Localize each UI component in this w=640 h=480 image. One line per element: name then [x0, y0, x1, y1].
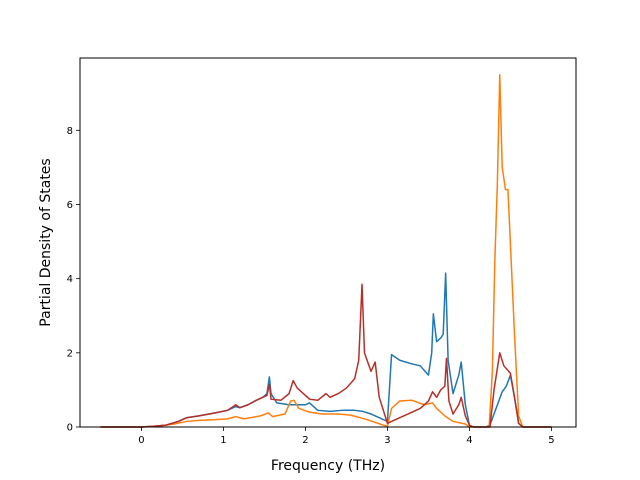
y-axis-ticks: 0 2 4 6 8: [67, 126, 80, 434]
y-tick-label: 4: [67, 274, 73, 285]
x-tick-label: 0: [138, 435, 144, 446]
series-line-3: [100, 283, 552, 428]
x-axis-ticks: 0 1 2 3 4 5: [138, 427, 555, 446]
x-tick-label: 5: [548, 435, 554, 446]
x-tick-label: 4: [466, 435, 472, 446]
x-axis-label: Frequency (THz): [271, 458, 385, 474]
y-tick-label: 6: [67, 200, 73, 211]
y-tick-label: 2: [67, 348, 73, 359]
x-tick-label: 3: [384, 435, 390, 446]
x-tick-label: 1: [220, 435, 226, 446]
y-tick-label: 0: [67, 423, 73, 434]
y-tick-label: 8: [67, 126, 73, 137]
plot-frame: [79, 57, 577, 428]
series-line-2: [100, 73, 552, 428]
x-tick-label: 2: [302, 435, 308, 446]
y-axis-label: Partial Density of States: [38, 158, 54, 326]
